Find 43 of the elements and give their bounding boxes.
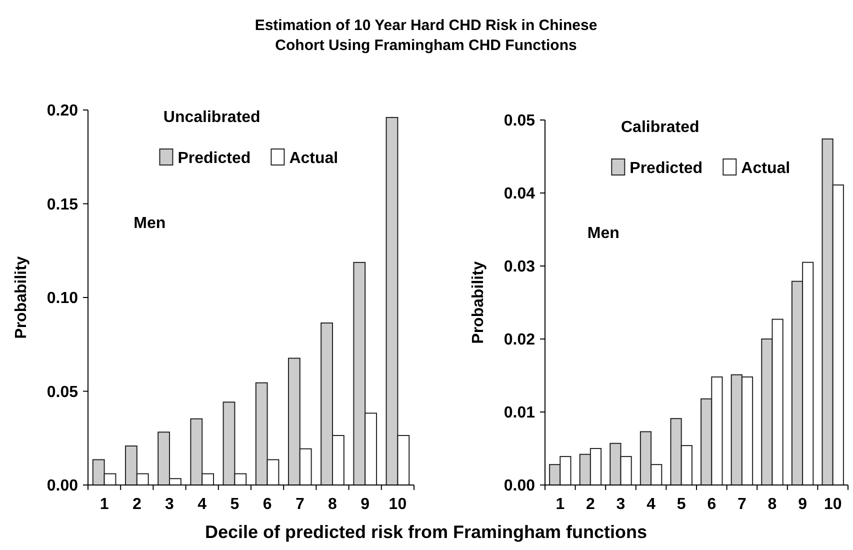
y-tick-label: 0.00 — [504, 478, 536, 495]
x-tick-label: 3 — [616, 496, 626, 513]
x-axis-title: Decile of predicted risk from Framingham functions — [204, 522, 648, 542]
y-tick-label: 0.02 — [504, 332, 536, 349]
y-tick-label: 0.05 — [504, 112, 536, 130]
x-tick-label: 5 — [230, 496, 240, 513]
y-tick-label: 0.01 — [504, 404, 536, 422]
x-tick-label: 10 — [824, 496, 842, 513]
x-tick-label: 8 — [768, 496, 777, 513]
x-tick-label: 9 — [360, 496, 370, 513]
x-tick-label: 2 — [132, 496, 142, 513]
y-tick-label: 0.20 — [46, 102, 78, 120]
x-tick-label: 9 — [798, 496, 808, 513]
x-tick-label: 10 — [388, 496, 407, 513]
annotation: Uncalibrated — [163, 109, 260, 126]
y-axis-title: Probability — [470, 261, 487, 344]
x-tick-label: 7 — [737, 496, 746, 513]
y-tick-label: 0.04 — [504, 186, 536, 203]
y-tick-label: 0.00 — [46, 478, 78, 495]
annotation: Calibrated — [621, 119, 700, 136]
x-tick-label: 8 — [328, 496, 338, 513]
x-tick-label: 6 — [262, 496, 272, 513]
x-tick-label: 7 — [295, 496, 304, 513]
legend-label: Predicted — [630, 160, 703, 177]
annotation: Men — [134, 215, 166, 232]
x-tick-label: 1 — [100, 496, 109, 513]
x-tick-label: 4 — [198, 496, 207, 513]
y-tick-label: 0.05 — [46, 384, 78, 401]
y-axis-title: Probability — [13, 256, 30, 339]
y-tick-label: 0.15 — [46, 196, 78, 214]
legend-label: Predicted — [178, 150, 251, 167]
x-tick-label: 4 — [646, 496, 656, 513]
legend-label: Actual — [741, 160, 790, 177]
y-tick-label: 0.10 — [46, 290, 78, 308]
chart-title: Estimation of 10 Year Hard CHD Risk in Chinese Cohort Using Framingham CHD Functions — [254, 17, 598, 54]
legend-label: Actual — [289, 150, 338, 167]
x-tick-label: 1 — [556, 496, 565, 513]
y-tick-label: 0.03 — [504, 258, 536, 276]
x-tick-label: 2 — [586, 496, 595, 513]
x-tick-label: 5 — [676, 496, 686, 513]
annotation: Men — [587, 225, 620, 242]
x-tick-label: 3 — [165, 496, 174, 513]
x-tick-label: 6 — [707, 496, 716, 513]
